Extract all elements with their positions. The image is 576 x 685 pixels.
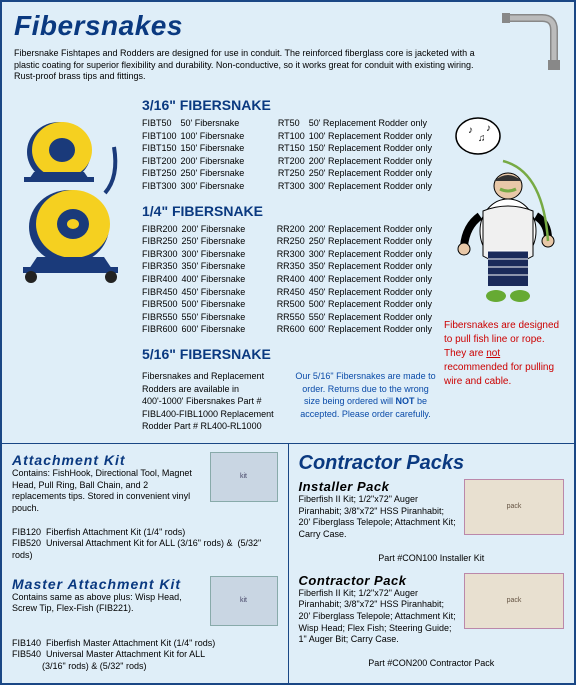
contractor-pack-desc: Fiberfish II Kit; 1/2"x72" Auger Piranha… <box>299 588 459 646</box>
table-14-right: RR200200' Replacement Rodder onlyRR25025… <box>277 223 436 336</box>
bottom-section: Attachment Kit Contains: FishHook, Direc… <box>2 444 574 683</box>
main-section: Fibersnakes Fibersnake Fishtapes and Rod… <box>2 2 574 443</box>
contractor-part: Part #CON200 Contractor Pack <box>299 658 565 668</box>
section-516-title: 5/16" FIBERSNAKE <box>142 346 436 362</box>
svg-text:♪: ♪ <box>468 125 473 136</box>
attachment-kit-image: kit <box>210 452 278 502</box>
order-note: Our 5/16" Fibersnakes are made to order.… <box>295 370 436 433</box>
attachment-kit-title: Attachment Kit <box>12 452 204 468</box>
installer-pack-desc: Fiberfish II Kit; 1/2"x72" Auger Piranha… <box>299 494 459 541</box>
master-kit-desc: Contains same as above plus: Wisp Head, … <box>12 592 204 615</box>
contractor-packs-title: Contractor Packs <box>299 452 565 475</box>
attachment-kit-desc: Contains: FishHook, Directional Tool, Ma… <box>12 468 204 515</box>
conduit-illustration <box>502 10 562 83</box>
svg-text:♪: ♪ <box>486 123 491 134</box>
contractor-pack-image: pack <box>464 573 564 629</box>
svg-text:♫: ♫ <box>478 133 486 144</box>
installer-pack-image: pack <box>464 479 564 535</box>
attachment-column: Attachment Kit Contains: FishHook, Direc… <box>2 444 288 683</box>
contractor-pack-title: Contractor Pack <box>299 573 459 588</box>
section-316-title: 3/16" FIBERSNAKE <box>142 97 436 113</box>
mascot-illustration: ♪♫♪ <box>448 111 558 311</box>
master-kit-title: Master Attachment Kit <box>12 576 204 592</box>
contractor-column: Contractor Packs Installer Pack Fiberfis… <box>288 444 575 683</box>
table-316-left: FIBT5050' FibersnakeFIBT100100' Fibersna… <box>142 117 248 193</box>
table-14-left: FIBR200200' FibersnakeFIBR250250' Fibers… <box>142 223 249 336</box>
specs-column: 3/16" FIBERSNAKE FIBT5050' FibersnakeFIB… <box>142 87 436 433</box>
attachment-parts: FIB120 Fiberfish Attachment Kit (1/4" ro… <box>12 527 278 562</box>
installer-pack-title: Installer Pack <box>299 479 459 494</box>
note-516: Fibersnakes and Replacement Rodders are … <box>142 370 283 433</box>
section-14-title: 1/4" FIBERSNAKE <box>142 203 436 219</box>
table-316-right: RT5050' Replacement Rodder onlyRT100100'… <box>278 117 436 193</box>
page: Fibersnakes Fibersnake Fishtapes and Rod… <box>0 0 576 685</box>
master-parts: FIB140 Fiberfish Master Attachment Kit (… <box>12 638 278 673</box>
page-title: Fibersnakes <box>14 10 496 42</box>
warning-text: Fibersnakes are designed to pull fish li… <box>444 319 562 389</box>
master-kit-image: kit <box>210 576 278 626</box>
installer-part: Part #CON100 Installer Kit <box>299 553 565 563</box>
intro-text: Fibersnake Fishtapes and Rodders are des… <box>14 48 496 83</box>
reel-illustration <box>14 87 134 433</box>
mascot-column: ♪♫♪ Fibersnakes are designed to pull fis… <box>444 87 562 433</box>
